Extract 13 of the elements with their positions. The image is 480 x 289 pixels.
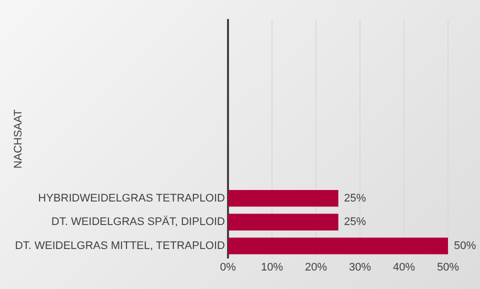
y-tick-label: DT. WEIDELGRAS SPÄT, DIPLOID (51, 215, 226, 228)
data-label: 25% (344, 216, 366, 228)
x-tick-label: 30% (348, 261, 372, 274)
x-tick-label: 0% (220, 261, 236, 274)
x-tick-label: 40% (392, 261, 416, 274)
x-tick-label: 50% (436, 261, 460, 274)
y-tick-label: DT. WEIDELGRAS MITTEL, TETRAPLOID (14, 240, 226, 252)
y-axis-title: NACHSAAT (12, 109, 25, 168)
data-label: 25% (344, 192, 366, 204)
y-tick-label: HYBRIDWEIDELGRAS TETRAPLOID (38, 192, 226, 204)
x-tick-label: 10% (260, 261, 284, 274)
x-tick-label: 20% (304, 261, 328, 274)
data-label: 50% (454, 240, 476, 252)
